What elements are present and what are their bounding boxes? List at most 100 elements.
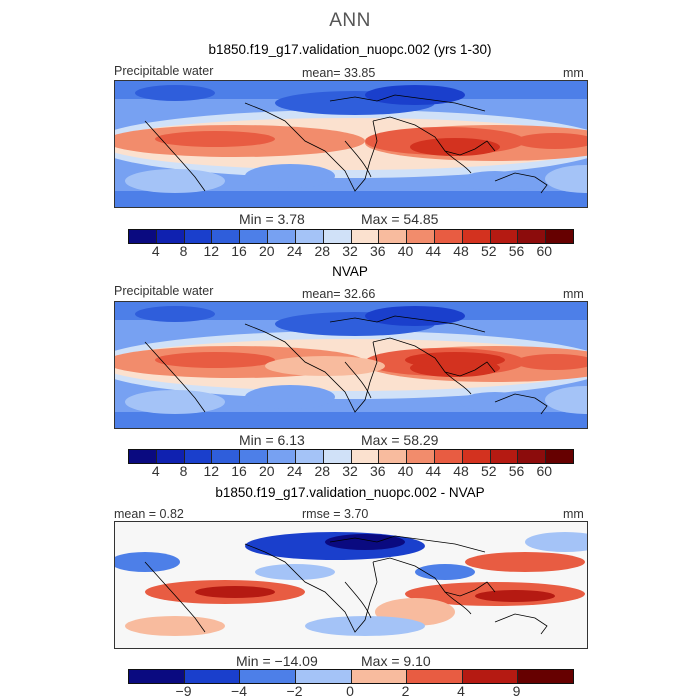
colorbar-tick-label: 28: [314, 463, 331, 479]
colorbar-tick-label: −9: [175, 683, 192, 699]
panel1-title: b1850.f19_g17.validation_nuopc.002 (yrs …: [208, 42, 492, 57]
panel2-colorbar: [128, 449, 574, 464]
panel2-colorbar-swatch: [295, 450, 324, 463]
panel1-mean: mean= 33.85: [302, 66, 376, 80]
colorbar-tick-label: 28: [314, 243, 331, 259]
panel3-colorbar-swatch: [351, 670, 408, 683]
colorbar-tick-label: 32: [342, 463, 358, 479]
panel1-colorbar-swatch: [407, 230, 435, 243]
panel2-colorbar-swatch: [156, 450, 185, 463]
panel2-colorbar-swatch: [434, 450, 463, 463]
colorbar-tick-label: −2: [286, 683, 303, 699]
panel1-colorbar-swatch: [295, 230, 324, 243]
colorbar-tick-label: 16: [231, 463, 247, 479]
colorbar-tick-label: −4: [231, 683, 247, 699]
panel1-colorbar-swatch: [518, 230, 547, 243]
panel1-colorbar-swatch: [240, 230, 269, 243]
panel1-colorbar-swatch: [379, 230, 408, 243]
colorbar-tick-label: 12: [203, 243, 220, 259]
colorbar-tick-label: 44: [425, 243, 442, 259]
panel2-colorbar-swatch: [240, 450, 269, 463]
colorbar-tick-label: 20: [258, 243, 275, 259]
panel1-colorbar-swatch: [184, 230, 213, 243]
panel3-colorbar-swatch: [184, 670, 241, 683]
colorbar-tick-label: 4: [151, 463, 160, 479]
panel3-colorbar-swatch: [407, 670, 463, 683]
panel2-mean: mean= 32.66: [302, 287, 376, 301]
panel1-units: mm: [563, 66, 584, 80]
colorbar-tick-label: 40: [397, 463, 414, 479]
figure-title: ANN: [329, 10, 371, 31]
panel1-colorbar-swatch: [546, 230, 573, 243]
colorbar-tick-label: 60: [536, 243, 553, 259]
panel2-colorbar-swatch: [351, 450, 380, 463]
colorbar-tick-label: 60: [536, 463, 553, 479]
panel2-title: NVAP: [332, 264, 368, 279]
panel2-max: Max = 58.29: [361, 432, 439, 448]
panel3-colorbar-swatch: [295, 670, 352, 683]
panel3-mean: mean = 0.82: [114, 507, 184, 521]
panel1-colorbar-swatch: [490, 230, 519, 243]
panel2-colorbar-swatch: [490, 450, 519, 463]
colorbar-tick-label: 36: [369, 243, 386, 259]
colorbar-tick-label: 56: [508, 463, 525, 479]
panel2-colorbar-swatch: [407, 450, 435, 463]
panel1-colorbar-swatch: [156, 230, 185, 243]
panel3-title: b1850.f19_g17.validation_nuopc.002 - NVA…: [215, 485, 485, 500]
colorbar-tick-label: 8: [179, 243, 188, 259]
colorbar-tick-label: 56: [508, 243, 525, 259]
panel2-colorbar-swatch: [546, 450, 573, 463]
colorbar-tick-label: 36: [369, 463, 386, 479]
panel1-map: [114, 80, 588, 208]
colorbar-tick-label: 8: [179, 463, 188, 479]
panel2-colorbar-swatch: [129, 450, 157, 463]
panel3-rmse: rmse = 3.70: [302, 507, 369, 521]
panel1-variable-label: Precipitable water: [114, 64, 214, 78]
colorbar-tick-label: 32: [342, 243, 358, 259]
colorbar-tick-label: 9: [512, 683, 521, 699]
colorbar-tick-label: 48: [453, 463, 469, 479]
panel3-min: Min = −14.09: [236, 653, 318, 669]
panel2-variable-label: Precipitable water: [114, 284, 214, 298]
colorbar-tick-label: 16: [231, 243, 247, 259]
panel1-max: Max = 54.85: [361, 211, 439, 227]
panel2-colorbar-swatch: [268, 450, 296, 463]
panel2-colorbar-swatch: [462, 450, 491, 463]
panel1-colorbar-swatch: [212, 230, 241, 243]
panel2-colorbar-swatch: [323, 450, 352, 463]
colorbar-tick-label: 12: [203, 463, 220, 479]
panel3-units: mm: [563, 507, 584, 521]
panel3-colorbar-swatch: [462, 670, 519, 683]
colorbar-tick-label: 0: [346, 683, 354, 699]
panel1-colorbar-swatch: [462, 230, 491, 243]
panel1-colorbar: [128, 229, 574, 244]
panel1-colorbar-swatch: [129, 230, 157, 243]
colorbar-tick-label: 44: [425, 463, 442, 479]
panel2-units: mm: [563, 287, 584, 301]
colorbar-tick-label: 20: [258, 463, 275, 479]
panel3-colorbar-swatch: [518, 670, 573, 683]
colorbar-tick-label: 24: [286, 463, 303, 479]
panel1-colorbar-swatch: [351, 230, 380, 243]
colorbar-tick-label: 52: [480, 243, 497, 259]
panel3-max: Max = 9.10: [361, 653, 431, 669]
colorbar-tick-label: 48: [453, 243, 469, 259]
panel2-colorbar-swatch: [379, 450, 408, 463]
panel2-colorbar-swatch: [184, 450, 213, 463]
colorbar-tick-label: 2: [401, 683, 410, 699]
panel3-colorbar-swatch: [129, 670, 185, 683]
colorbar-tick-label: 52: [480, 463, 497, 479]
colorbar-tick-label: 40: [397, 243, 414, 259]
panel1-colorbar-swatch: [323, 230, 352, 243]
panel2-colorbar-swatch: [518, 450, 547, 463]
panel3-colorbar: [128, 669, 574, 684]
panel2-min: Min = 6.13: [239, 432, 305, 448]
panel2-colorbar-swatch: [212, 450, 241, 463]
panel3-colorbar-swatch: [240, 670, 296, 683]
panel3-map: [114, 521, 588, 649]
colorbar-tick-label: 4: [457, 683, 465, 699]
panel1-min: Min = 3.78: [239, 211, 305, 227]
panel1-colorbar-swatch: [268, 230, 296, 243]
colorbar-tick-label: 24: [286, 243, 303, 259]
